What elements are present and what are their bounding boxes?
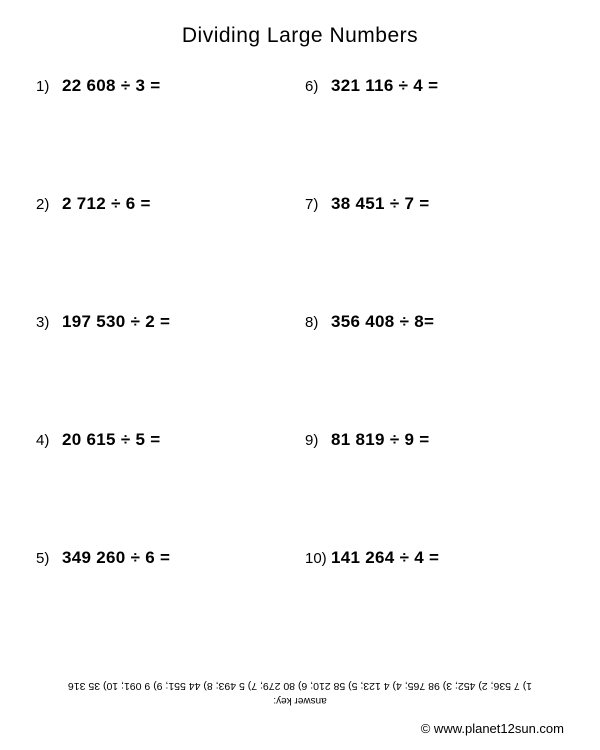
problem-item: 1) 22 608 ÷ 3 = — [36, 76, 295, 96]
problem-item: 5) 349 260 ÷ 6 = — [36, 548, 295, 568]
problem-expression: 321 116 ÷ 4 = — [331, 76, 438, 96]
problem-item: 10) 141 264 ÷ 4 = — [305, 548, 564, 568]
problem-number: 6) — [305, 78, 329, 95]
answer-key-label: answer key: — [0, 693, 600, 708]
problem-expression: 38 451 ÷ 7 = — [331, 194, 429, 214]
problem-expression: 197 530 ÷ 2 = — [62, 312, 170, 332]
problem-item: 7) 38 451 ÷ 7 = — [305, 194, 564, 214]
problem-expression: 356 408 ÷ 8= — [331, 312, 434, 332]
problem-item: 4) 20 615 ÷ 5 = — [36, 430, 295, 450]
problem-number: 5) — [36, 550, 60, 567]
problem-number: 3) — [36, 314, 60, 331]
problem-expression: 22 608 ÷ 3 = — [62, 76, 160, 96]
problem-expression: 141 264 ÷ 4 = — [331, 548, 439, 568]
problem-expression: 20 615 ÷ 5 = — [62, 430, 160, 450]
problem-item: 8) 356 408 ÷ 8= — [305, 312, 564, 332]
problem-item: 3) 197 530 ÷ 2 = — [36, 312, 295, 332]
problem-number: 7) — [305, 196, 329, 213]
problem-item: 2) 2 712 ÷ 6 = — [36, 194, 295, 214]
problem-number: 8) — [305, 314, 329, 331]
problem-number: 4) — [36, 432, 60, 449]
problem-item: 9) 81 819 ÷ 9 = — [305, 430, 564, 450]
problem-item: 6) 321 116 ÷ 4 = — [305, 76, 564, 96]
problem-number: 10) — [305, 550, 329, 567]
problem-number: 1) — [36, 78, 60, 95]
problem-expression: 2 712 ÷ 6 = — [62, 194, 151, 214]
problem-number: 2) — [36, 196, 60, 213]
problem-number: 9) — [305, 432, 329, 449]
problem-expression: 349 260 ÷ 6 = — [62, 548, 170, 568]
problem-expression: 81 819 ÷ 9 = — [331, 430, 429, 450]
page-title: Dividing Large Numbers — [36, 24, 564, 48]
problem-grid: 1) 22 608 ÷ 3 = 6) 321 116 ÷ 4 = 2) 2 71… — [36, 76, 564, 568]
answer-key: answer key: 1) 7 536; 2) 452; 3) 98 765;… — [0, 677, 600, 708]
answer-key-text: 1) 7 536; 2) 452; 3) 98 765; 4) 4 123; 5… — [0, 677, 600, 693]
copyright-footer: © www.planet12sun.com — [421, 721, 564, 736]
